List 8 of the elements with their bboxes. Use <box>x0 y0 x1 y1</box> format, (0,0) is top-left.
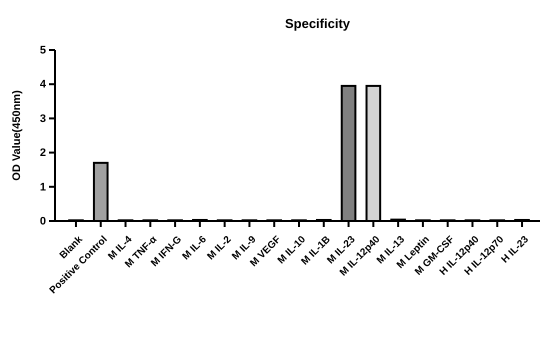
y-tick-label: 1 <box>40 181 46 194</box>
y-axis-title: OD Value(450nm) <box>11 90 23 181</box>
y-tick-label: 3 <box>40 112 46 125</box>
y-tick-label: 4 <box>40 78 47 91</box>
y-tick-label: 2 <box>40 147 46 160</box>
y-tick-label: 5 <box>40 44 46 57</box>
chart-title: Specificity <box>284 16 351 31</box>
y-tick-label: 0 <box>40 216 46 228</box>
